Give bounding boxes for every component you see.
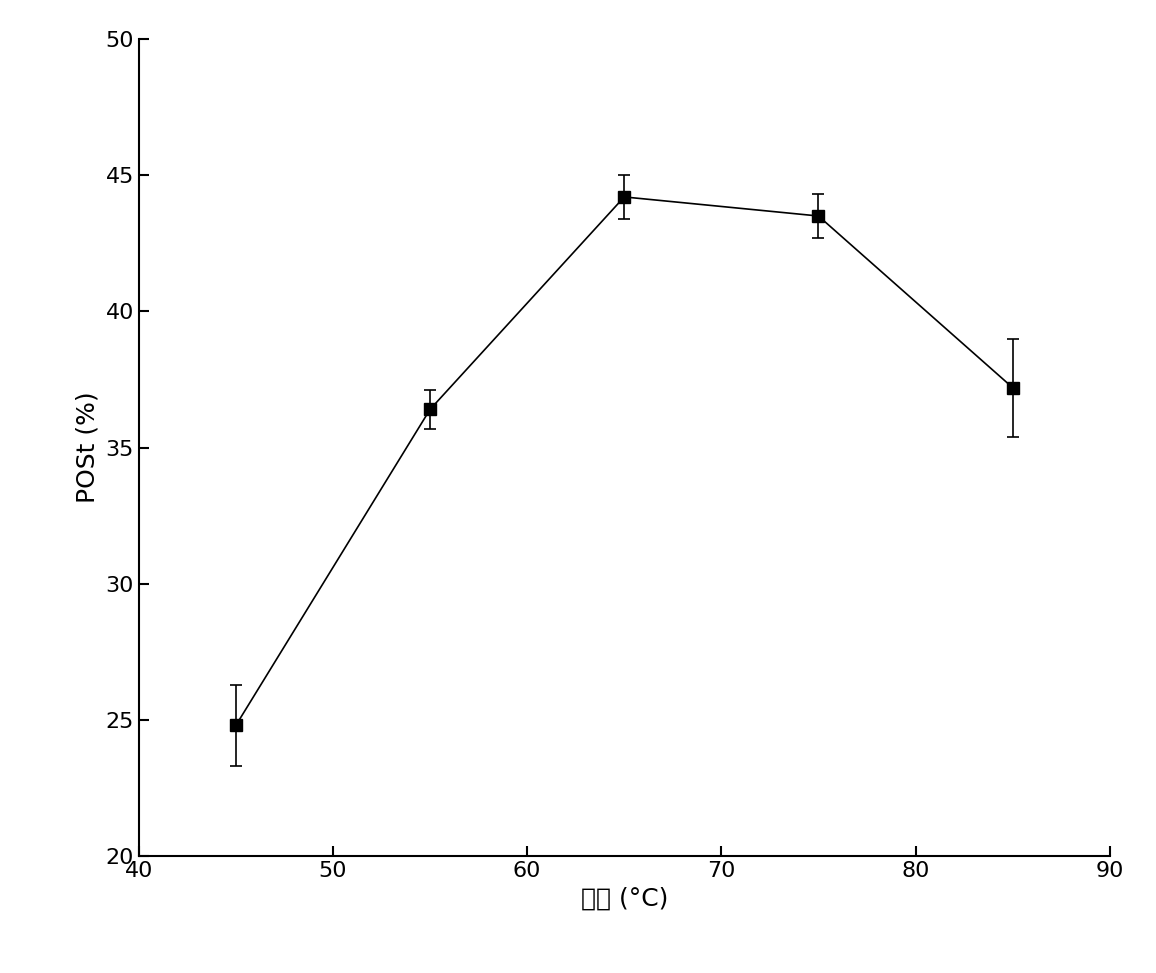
X-axis label: 温度 (°C): 温度 (°C)	[580, 886, 668, 911]
Y-axis label: POSt (%): POSt (%)	[76, 392, 99, 503]
